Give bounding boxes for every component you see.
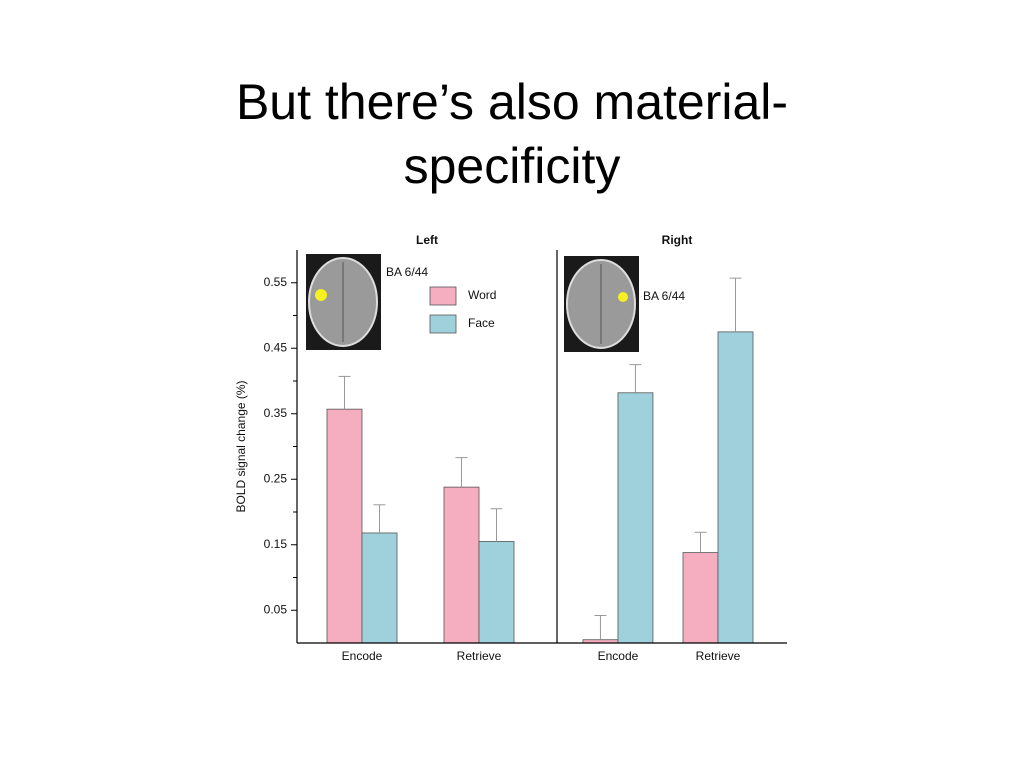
y-tick-label: 0.05 (264, 602, 288, 616)
y-tick-label: 0.15 (264, 537, 288, 551)
y-tick-label: 0.35 (264, 406, 288, 420)
bar (478, 541, 515, 644)
legend-label: Word (468, 288, 496, 302)
bar (717, 331, 754, 644)
y-tick-label: 0.25 (264, 471, 288, 485)
x-tick-label: Retrieve (696, 649, 741, 663)
bar (326, 408, 363, 644)
annotation: BA 6/44 (643, 289, 685, 303)
legend-swatch (429, 314, 457, 334)
bar (682, 552, 719, 644)
slide-title: But there’s also material-specificity (235, 74, 789, 194)
bar (443, 486, 480, 644)
bar (361, 532, 398, 644)
panel-title: Left (416, 233, 438, 247)
y-tick-label: 0.55 (264, 275, 288, 289)
bar (617, 392, 654, 644)
annotation: BA 6/44 (386, 265, 428, 279)
x-tick-label: Retrieve (457, 649, 502, 663)
brain-image (564, 256, 639, 352)
x-tick-label: Encode (342, 649, 383, 663)
brain-image (306, 254, 381, 350)
panel-title: Right (662, 233, 693, 247)
x-tick-label: Encode (598, 649, 639, 663)
y-axis-label: BOLD signal change (%) (234, 380, 248, 512)
legend-swatch (429, 286, 457, 306)
y-tick-label: 0.45 (264, 340, 288, 354)
legend-label: Face (468, 316, 495, 330)
